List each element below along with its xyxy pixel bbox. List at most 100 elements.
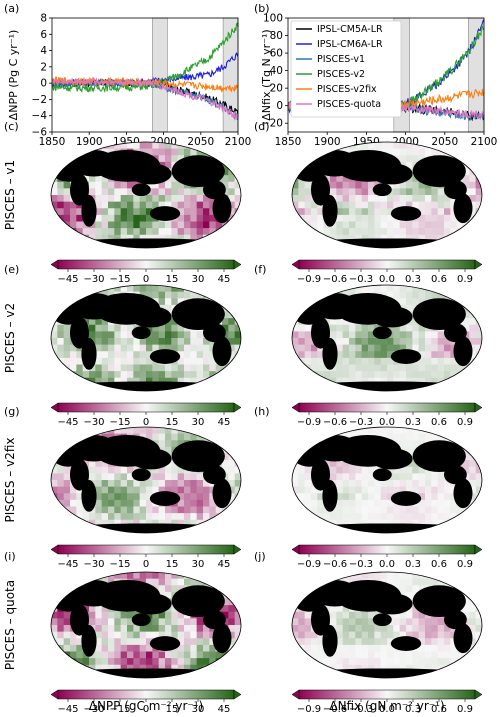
anomaly-cell bbox=[209, 357, 217, 365]
anomaly-cell bbox=[76, 519, 84, 527]
anomaly-cell bbox=[63, 208, 71, 216]
anomaly-cell bbox=[298, 188, 306, 196]
anomaly-cell bbox=[95, 519, 103, 527]
anomaly-cell bbox=[177, 201, 185, 209]
anomaly-cell bbox=[475, 188, 482, 196]
anomaly-cell bbox=[70, 364, 77, 372]
anomaly-cell bbox=[380, 651, 388, 659]
anomaly-cell bbox=[336, 664, 344, 672]
anomaly-cell bbox=[393, 291, 401, 299]
anomaly-cell bbox=[304, 188, 312, 196]
anomaly-cell bbox=[393, 664, 401, 672]
anomaly-cell bbox=[234, 161, 241, 169]
anomaly-cell bbox=[475, 572, 482, 580]
anomaly-cell bbox=[120, 285, 128, 293]
anomaly-cell bbox=[399, 371, 407, 379]
anomaly-cell bbox=[234, 331, 241, 339]
anomaly-cell bbox=[146, 625, 153, 633]
anomaly-cell bbox=[437, 506, 445, 514]
anomaly-cell bbox=[209, 241, 217, 248]
anomaly-cell bbox=[127, 519, 134, 527]
anomaly-cell bbox=[152, 148, 160, 156]
anomaly-cell bbox=[444, 513, 451, 521]
anomaly-cell bbox=[63, 625, 71, 633]
anomaly-cell bbox=[114, 142, 122, 150]
anomaly-cell bbox=[387, 493, 394, 501]
anomaly-cell bbox=[399, 466, 407, 474]
anomaly-cell bbox=[342, 228, 350, 236]
anomaly-cell bbox=[437, 291, 445, 299]
anomaly-cell bbox=[89, 473, 96, 481]
anomaly-cell bbox=[196, 228, 204, 236]
anomaly-cell bbox=[127, 234, 134, 242]
anomaly-cell bbox=[196, 493, 204, 501]
land-mass bbox=[453, 336, 473, 367]
anomaly-cell bbox=[234, 221, 241, 229]
anomaly-cell bbox=[184, 148, 191, 156]
anomaly-cell bbox=[196, 480, 204, 488]
anomaly-cell bbox=[425, 480, 432, 488]
anomaly-cell bbox=[152, 344, 160, 352]
anomaly-cell bbox=[203, 201, 210, 209]
anomaly-cell bbox=[418, 519, 426, 527]
anomaly-cell bbox=[412, 228, 420, 236]
colorbar-extend-max bbox=[474, 689, 483, 700]
anomaly-cell bbox=[475, 234, 482, 242]
anomaly-cell bbox=[120, 234, 128, 242]
anomaly-cell bbox=[475, 357, 482, 365]
anomaly-cell bbox=[418, 466, 426, 474]
anomaly-cell bbox=[222, 285, 229, 293]
anomaly-cell bbox=[475, 214, 482, 222]
anomaly-cell bbox=[425, 631, 432, 639]
y-tick-label: 8 bbox=[40, 13, 47, 25]
anomaly-cell bbox=[292, 433, 299, 441]
anomaly-cell bbox=[431, 644, 439, 652]
anomaly-cell bbox=[380, 195, 388, 203]
anomaly-cell bbox=[114, 658, 122, 666]
anomaly-cell bbox=[120, 364, 128, 372]
anomaly-cell bbox=[355, 201, 363, 209]
anomaly-cell bbox=[412, 291, 420, 299]
anomaly-cell bbox=[57, 625, 65, 633]
anomaly-cell bbox=[63, 499, 71, 507]
anomaly-cell bbox=[70, 241, 77, 248]
anomaly-cell bbox=[380, 228, 388, 236]
anomaly-cell bbox=[463, 658, 470, 666]
anomaly-cell bbox=[184, 221, 191, 229]
anomaly-cell bbox=[304, 526, 312, 533]
colorbar-tick-label: 30 bbox=[192, 274, 205, 285]
anomaly-cell bbox=[222, 427, 229, 435]
anomaly-cell bbox=[177, 298, 185, 306]
anomaly-cell bbox=[190, 480, 198, 488]
anomaly-cell bbox=[317, 351, 325, 359]
anomaly-cell bbox=[317, 427, 325, 435]
anomaly-cell bbox=[228, 572, 236, 580]
anomaly-cell bbox=[127, 285, 134, 293]
anomaly-cell bbox=[228, 221, 236, 229]
anomaly-cell bbox=[342, 513, 350, 521]
anomaly-cell bbox=[336, 324, 344, 332]
anomaly-cell bbox=[406, 228, 413, 236]
anomaly-cell bbox=[330, 466, 337, 474]
colorbar-tick-label: −15 bbox=[109, 559, 130, 570]
anomaly-cell bbox=[51, 221, 58, 229]
land-mass bbox=[70, 173, 89, 206]
anomaly-cell bbox=[298, 486, 306, 494]
anomaly-cell bbox=[165, 148, 172, 156]
anomaly-cell bbox=[114, 499, 122, 507]
anomaly-cell bbox=[190, 618, 198, 626]
anomaly-cell bbox=[330, 371, 337, 379]
anomaly-cell bbox=[51, 658, 58, 666]
anomaly-cell bbox=[114, 195, 122, 203]
colorbar-extend-min bbox=[291, 689, 300, 700]
anomaly-cell bbox=[190, 221, 198, 229]
anomaly-cell bbox=[133, 351, 141, 359]
legend-entry: PISCES-v2fix bbox=[317, 84, 377, 95]
anomaly-cell bbox=[317, 499, 325, 507]
anomaly-cell bbox=[393, 371, 401, 379]
anomaly-cell bbox=[336, 644, 344, 652]
anomaly-cell bbox=[222, 291, 229, 299]
anomaly-cell bbox=[190, 188, 198, 196]
anomaly-cell bbox=[203, 486, 210, 494]
anomaly-cell bbox=[139, 371, 147, 379]
